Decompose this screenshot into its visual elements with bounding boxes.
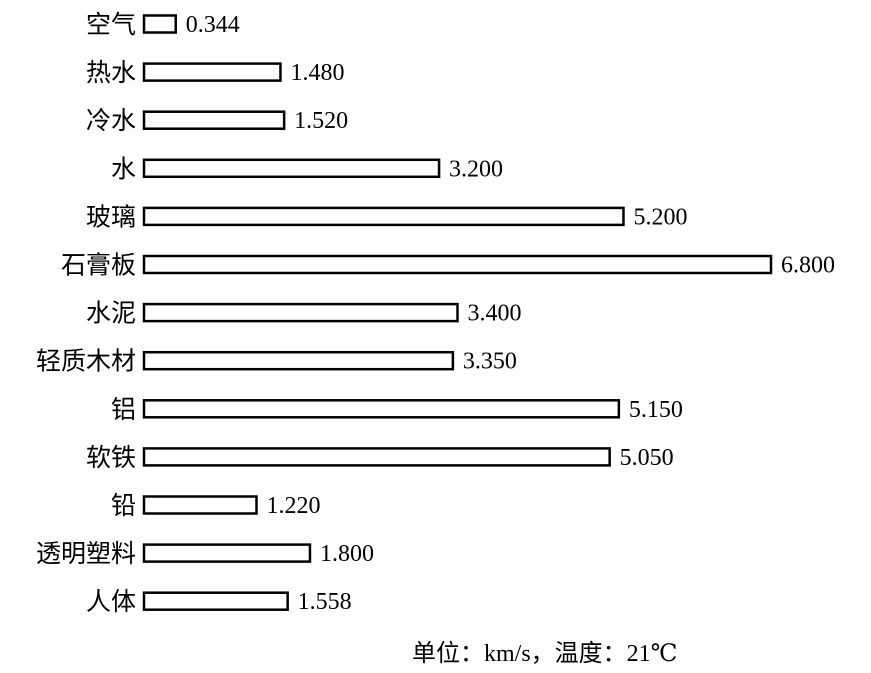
value-label: 3.400: [468, 301, 522, 327]
category-label: 人体: [86, 587, 136, 616]
bar: [142, 254, 773, 275]
value-label: 5.050: [620, 445, 674, 471]
category-label: 空气: [86, 10, 136, 39]
value-label: 0.344: [186, 12, 240, 38]
value-label: 5.150: [629, 397, 683, 423]
category-label: 热水: [86, 58, 136, 87]
category-label: 铅: [111, 491, 136, 520]
value-label: 3.200: [449, 156, 503, 182]
bar: [142, 591, 289, 611]
bar: [142, 302, 459, 323]
bar: [142, 14, 177, 34]
bar: [142, 158, 441, 179]
bar: [142, 110, 286, 130]
category-label: 铝: [111, 395, 136, 424]
value-label: 1.220: [266, 493, 320, 519]
category-label: 轻质木材: [36, 347, 136, 376]
bar: [142, 447, 611, 467]
bar: [142, 543, 312, 563]
category-label: 石膏板: [61, 251, 136, 280]
bar: [142, 350, 455, 371]
value-label: 1.520: [294, 108, 348, 134]
value-label: 1.800: [320, 541, 374, 567]
category-label: 软铁: [86, 443, 136, 472]
value-label: 1.558: [298, 589, 352, 615]
bar: [142, 206, 625, 227]
value-label: 3.350: [463, 349, 517, 375]
category-label: 玻璃: [86, 202, 136, 231]
category-label: 冷水: [86, 106, 136, 135]
category-label: 水: [111, 154, 136, 183]
value-label: 1.480: [290, 60, 344, 86]
category-label: 透明塑料: [36, 539, 136, 568]
bar: [142, 399, 621, 419]
category-label: 水泥: [86, 299, 136, 328]
bar: [142, 62, 282, 82]
value-label: 6.800: [781, 253, 835, 279]
bar: [142, 495, 258, 515]
unit-annotation: 单位：km/s，温度：21℃: [412, 641, 678, 667]
value-label: 5.200: [633, 204, 687, 230]
